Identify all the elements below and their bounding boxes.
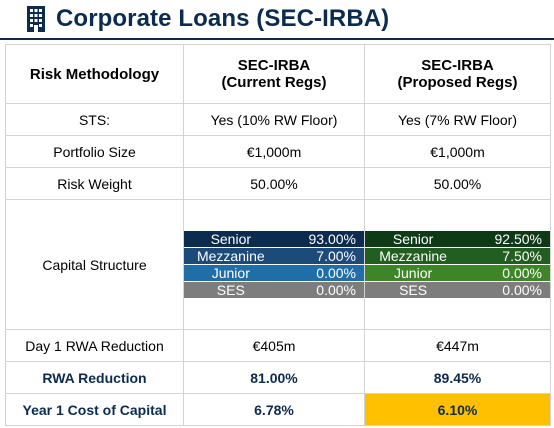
column-header-proposed: SEC-IRBA (Proposed Regs): [364, 44, 551, 104]
table-row-cost-of-capital: Year 1 Cost of Capital 6.78% 6.10%: [5, 393, 551, 426]
tranche-value: 93.00%: [308, 231, 356, 247]
row-label: Portfolio Size: [5, 135, 184, 168]
table-row-sts: STS: Yes (10% RW Floor) Yes (7% RW Floor…: [5, 103, 551, 136]
tranche-value: 0.00%: [316, 282, 356, 298]
cell-current: €405m: [183, 329, 365, 362]
tranche-mezzanine: Mezzanine 7.50%: [365, 247, 550, 264]
column-header-proposed-line1: SEC-IRBA: [421, 57, 494, 74]
tranche-name: Senior: [210, 231, 252, 247]
tranche-value: 0.00%: [316, 265, 356, 281]
header-divider: [0, 38, 554, 40]
cell-proposed: €447m: [364, 329, 551, 362]
tranche-value: 7.00%: [316, 248, 356, 264]
column-header-proposed-line2: (Proposed Regs): [397, 74, 518, 91]
tranche-name: Mezzanine: [196, 248, 265, 264]
cell-current: 50.00%: [183, 167, 365, 200]
table-row-risk-weight: Risk Weight 50.00% 50.00%: [5, 167, 551, 200]
comparison-table: Risk Methodology SEC-IRBA (Current Regs)…: [5, 44, 551, 426]
cell-proposed: €1,000m: [364, 135, 551, 168]
cell-current: Yes (10% RW Floor): [183, 103, 365, 136]
tranche-value: 92.50%: [494, 231, 542, 247]
row-label: RWA Reduction: [5, 361, 184, 394]
tranche-value: 7.50%: [502, 248, 542, 264]
page-title: Corporate Loans (SEC-IRBA): [56, 5, 390, 32]
tranche-ses: SES 0.00%: [365, 281, 550, 298]
table-row-portfolio-size: Portfolio Size €1,000m €1,000m: [5, 135, 551, 168]
tranche-value: 0.00%: [502, 282, 542, 298]
tranche-ses: SES 0.00%: [184, 281, 364, 298]
tranche-value: 0.00%: [502, 265, 542, 281]
column-header-label: Risk Methodology: [5, 44, 184, 104]
building-icon: [27, 6, 45, 32]
row-label: STS:: [5, 103, 184, 136]
cell-proposed: Yes (7% RW Floor): [364, 103, 551, 136]
capital-structure-current: Senior 93.00% Mezzanine 7.00% Junior 0.0…: [183, 199, 365, 330]
tranche-name: Senior: [392, 231, 434, 247]
column-header-current-line1: SEC-IRBA: [237, 57, 311, 74]
table-row-capital-structure: Capital Structure Senior 93.00% Mezzanin…: [5, 199, 551, 330]
tranche-junior: Junior 0.00%: [184, 264, 364, 281]
row-label: Capital Structure: [5, 199, 184, 330]
column-header-current: SEC-IRBA (Current Regs): [183, 44, 365, 104]
table-header-row: Risk Methodology SEC-IRBA (Current Regs)…: [5, 44, 551, 104]
cell-proposed: 50.00%: [364, 167, 551, 200]
row-label: Year 1 Cost of Capital: [5, 393, 184, 426]
row-label: Risk Weight: [5, 167, 184, 200]
table-row-rwa-reduction: RWA Reduction 81.00% 89.45%: [5, 361, 551, 394]
column-header-current-line2: (Current Regs): [221, 74, 327, 91]
tranche-name: SES: [399, 282, 428, 298]
capital-structure-proposed: Senior 92.50% Mezzanine 7.50% Junior 0.0…: [364, 199, 551, 330]
table-row-day1-rwa-reduction: Day 1 RWA Reduction €405m €447m: [5, 329, 551, 362]
tranche-senior: Senior 93.00%: [184, 231, 364, 247]
page-header: Corporate Loans (SEC-IRBA): [0, 0, 554, 38]
tranche-senior: Senior 92.50%: [365, 231, 550, 247]
cell-current: €1,000m: [183, 135, 365, 168]
cell-current: 81.00%: [183, 361, 365, 394]
tranche-name: Junior: [394, 265, 433, 281]
cell-current: 6.78%: [183, 393, 365, 426]
tranche-junior: Junior 0.00%: [365, 264, 550, 281]
row-label: Day 1 RWA Reduction: [5, 329, 184, 362]
tranche-name: Junior: [211, 265, 250, 281]
cell-proposed-highlighted: 6.10%: [364, 393, 551, 426]
tranche-name: SES: [216, 282, 245, 298]
tranche-mezzanine: Mezzanine 7.00%: [184, 247, 364, 264]
cell-proposed: 89.45%: [364, 361, 551, 394]
tranche-name: Mezzanine: [379, 248, 447, 264]
